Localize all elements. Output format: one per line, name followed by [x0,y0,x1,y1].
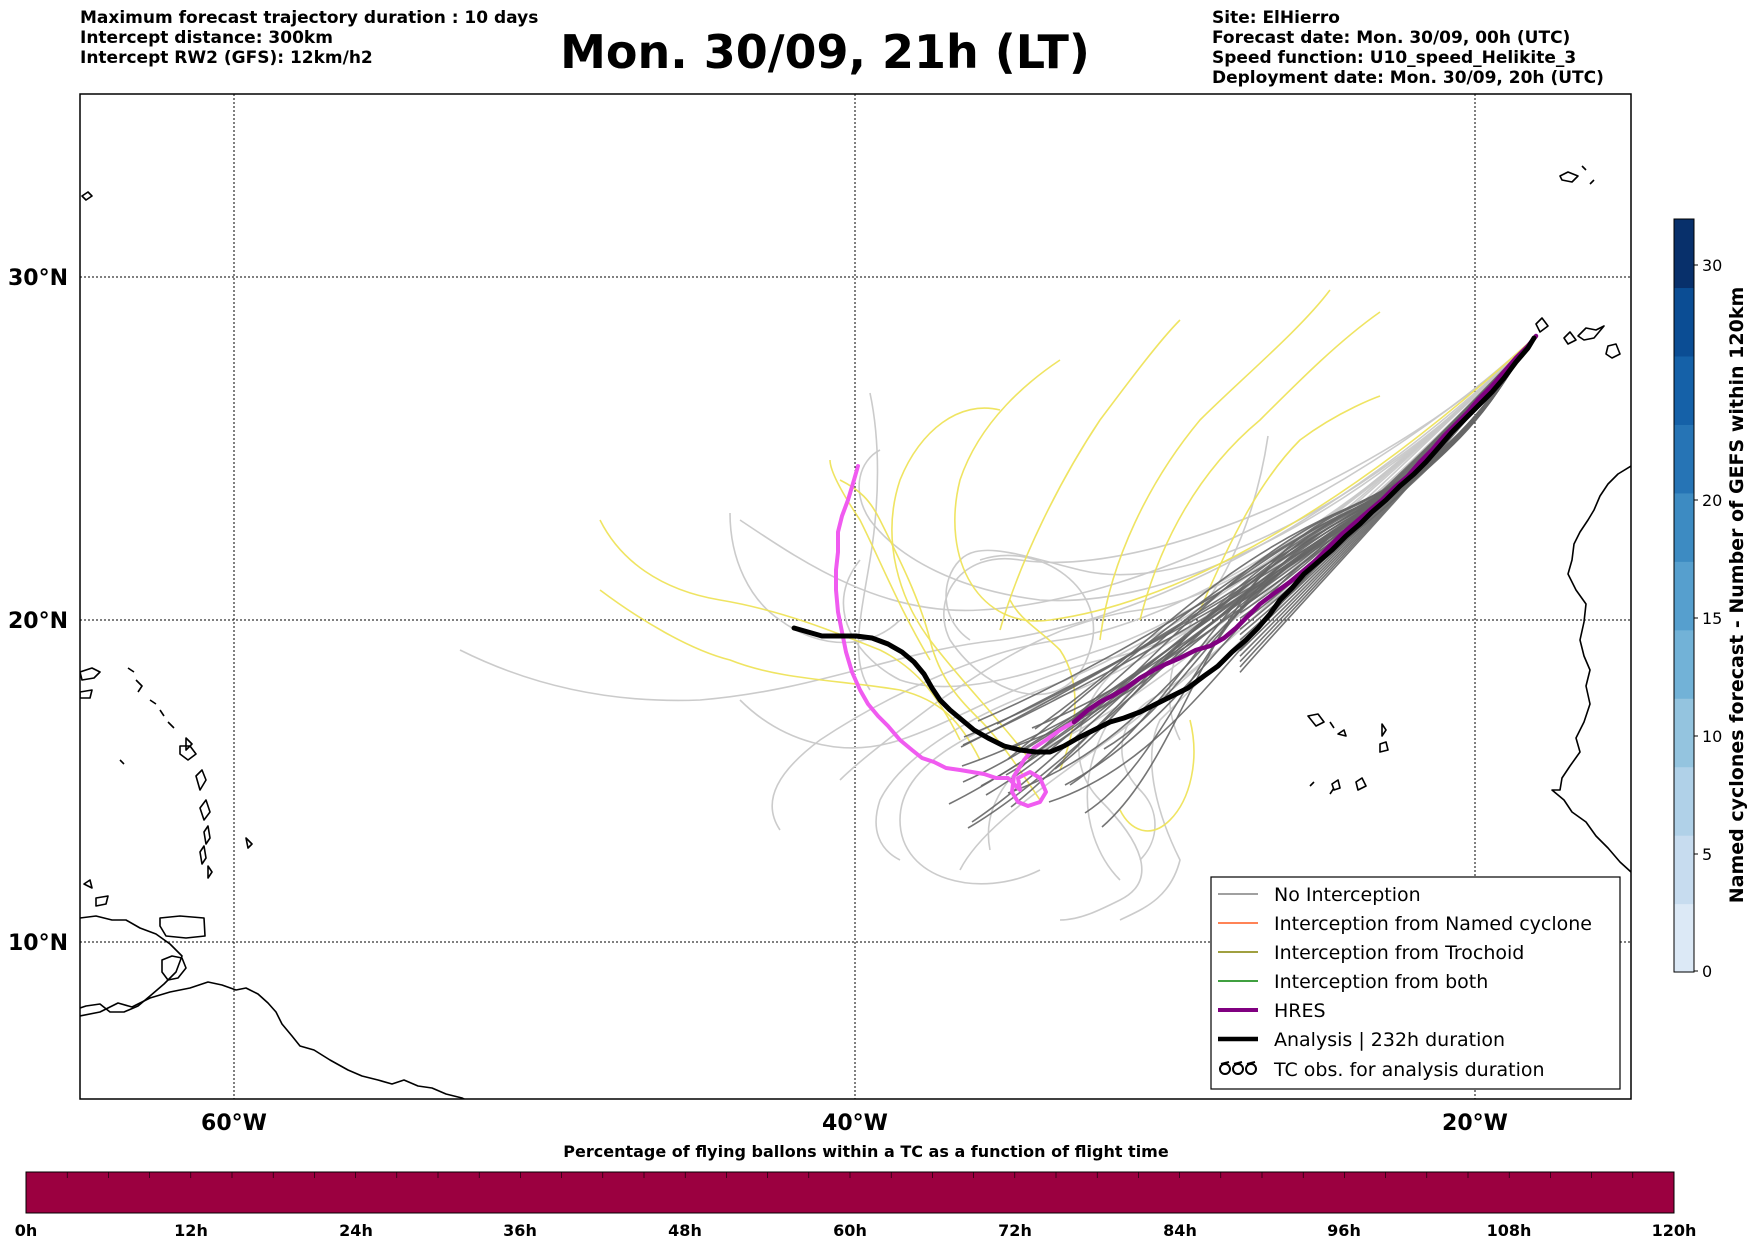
ensemble-trajectory[interactable] [1099,289,1331,641]
right-colorbar-tick-5: 5 [1702,845,1712,864]
right-colorbar-label: Named cyclones forecast - Number of GEFS… [1726,287,1748,904]
forecast-date-text: Forecast date: Mon. 30/09, 00h (UTC) [1212,28,1571,48]
legend: No Interception Interception from Named … [1210,876,1621,1090]
bottom-colorbar-label: Percentage of flying ballons within a TC… [563,1142,1169,1161]
coastlines [80,165,1631,1099]
intercept-distance-text: Intercept distance: 300km [80,28,333,48]
legend-box [1210,876,1621,1090]
ensemble-trajectory[interactable] [1034,337,1535,730]
right-colorbar-band [1674,287,1694,357]
legend-label-both: Interception from both [1274,971,1488,993]
legend-label-tc-obs: TC obs. for analysis duration [1273,1059,1545,1081]
right-colorbar-tick-30: 30 [1702,256,1722,275]
lat-label-20n: 20°N [8,609,68,634]
africa-coast [1551,465,1631,873]
ensemble-trajectory[interactable] [829,459,931,661]
ensemble-trajectory[interactable] [1119,719,1195,832]
right-colorbar-band [1674,698,1694,768]
bottom-colorbar-tick-120h: 120h [1652,1221,1697,1240]
ensemble-trajectory[interactable] [842,337,1535,688]
legend-label-named-cyclone: Interception from Named cyclone [1274,913,1592,935]
right-colorbar-band [1674,492,1694,562]
deployment-date-text: Deployment date: Mon. 30/09, 20h (UTC) [1212,68,1604,88]
page-title: Mon. 30/09, 21h (LT) [560,25,1090,79]
legend-label-analysis: Analysis | 232h duration [1274,1029,1505,1051]
legend-label-trochoid: Interception from Trochoid [1274,942,1524,964]
ensemble-trajectory[interactable] [999,319,1181,631]
bottom-colorbar-tick-48h: 48h [668,1221,702,1240]
hres-track[interactable] [1071,333,1539,725]
right-colorbar-tick-0: 0 [1702,962,1712,981]
ensemble-trajectory[interactable] [599,589,981,761]
lat-label-10n: 10°N [8,931,68,956]
tc-obs-icon [1219,1061,1257,1075]
ensemble-trajectory[interactable] [599,519,961,741]
hispaniola-coast [80,915,183,1013]
ensemble-trajectory[interactable] [1199,395,1381,611]
analysis-track[interactable] [791,335,1537,755]
bottom-colorbar-tick-12h: 12h [174,1221,208,1240]
right-colorbar-frame [1673,218,1695,973]
ensemble-trajectory[interactable] [945,337,1535,641]
header-left: Maximum forecast trajectory duration : 1… [80,8,538,68]
right-colorbar-band [1674,766,1694,836]
bottom-colorbar-tick-0h: 0h [15,1221,38,1240]
right-colorbar-band [1674,561,1694,631]
trajectory-map[interactable]: 30°N 20°N 10°N 60°W 40°W 20°W No Interce… [8,93,1632,1136]
puerto-rico-coast [159,915,206,939]
ensemble-trajectory[interactable] [943,337,1535,696]
right-colorbar-fill [1674,219,1694,973]
site-text: Site: ElHierro [1212,8,1340,28]
right-colorbar-band [1674,424,1694,494]
map-frame [79,93,1632,1100]
header-right: Site: ElHierro Forecast date: Mon. 30/09… [1212,8,1604,88]
ensemble-trajectory[interactable] [858,337,1535,602]
right-colorbar-tick-15: 15 [1702,609,1722,628]
canary-islands [1535,317,1621,359]
lat-label-30n: 30°N [8,266,68,291]
cape-verde [1307,713,1389,795]
right-colorbar-band [1674,629,1694,699]
south-america-coast [80,981,466,1099]
bottom-colorbar-tick-60h: 60h [833,1221,867,1240]
right-colorbar-tick-10: 10 [1702,727,1722,746]
ensemble-trajectory[interactable] [977,337,1535,722]
right-colorbar-band [1674,835,1694,905]
legend-label-no-interception: No Interception [1274,884,1421,906]
bottom-colorbar-tick-72h: 72h [998,1221,1032,1240]
right-colorbar-band [1674,355,1694,425]
small-islands-north [81,191,93,201]
bottom-colorbar-tick-24h: 24h [339,1221,373,1240]
speed-function-text: Speed function: U10_speed_Helikite_3 [1212,48,1577,68]
right-colorbar: 0 5 10 15 20 30 Named cyclones forecast … [1673,218,1748,981]
ensemble-trajectory[interactable] [1139,311,1381,621]
lon-label-20w: 20°W [1442,1111,1508,1136]
trinidad-coast [161,955,187,981]
bottom-colorbar-tick-84h: 84h [1163,1221,1197,1240]
lon-label-60w: 60°W [201,1111,267,1136]
bottom-colorbar-tick-96h: 96h [1327,1221,1361,1240]
madeira [1559,165,1595,185]
leeward-islands [80,667,253,907]
max-duration-text: Maximum forecast trajectory duration : 1… [80,8,539,28]
legend-label-hres: HRES [1274,1000,1326,1022]
lon-label-40w: 40°W [822,1111,888,1136]
right-colorbar-band [1674,219,1694,289]
right-colorbar-band [1674,903,1694,973]
bottom-colorbar-minor-ticks [66,1172,1634,1178]
ensemble-trajectory[interactable] [875,337,1535,861]
intercept-rw2-text: Intercept RW2 (GFS): 12km/h2 [80,48,373,68]
right-colorbar-tick-20: 20 [1702,491,1722,510]
bottom-colorbar: Percentage of flying ballons within a TC… [15,1142,1697,1240]
ensemble-trajectory[interactable] [857,392,879,691]
bottom-colorbar-tick-36h: 36h [503,1221,537,1240]
bottom-colorbar-tick-108h: 108h [1487,1221,1532,1240]
ensemble-trajectory[interactable] [891,407,1031,761]
bottom-colorbar-fill [25,1171,1675,1214]
